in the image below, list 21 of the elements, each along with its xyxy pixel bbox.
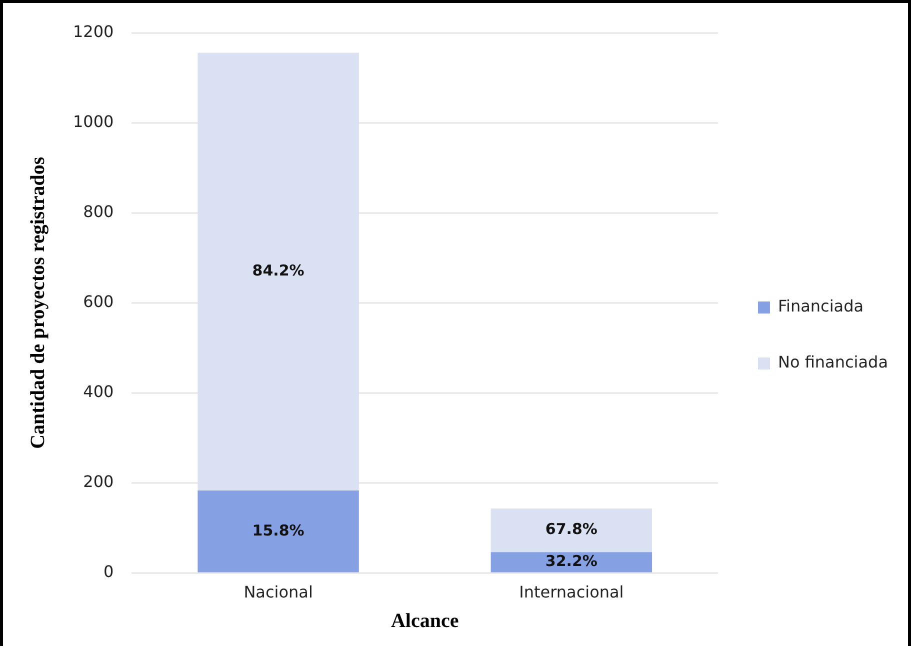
annotation: 15.8% — [252, 521, 304, 540]
y-tick-label: 1200 — [73, 22, 114, 42]
bar — [490, 552, 652, 572]
y-tick-label: 600 — [83, 292, 114, 312]
y-tick-label: 800 — [83, 202, 114, 222]
legend-label: No financiada — [778, 352, 888, 372]
bar — [198, 490, 359, 572]
y-tick-label: 1000 — [73, 112, 114, 132]
y-tick-label: 400 — [83, 382, 114, 402]
y-tick-label: 0 — [104, 562, 114, 581]
y-axis-title: Cantidad de proyectos registrados — [27, 156, 50, 449]
x-axis-title: Alcance — [390, 610, 459, 632]
bar — [198, 52, 359, 490]
annotation: 32.2% — [545, 552, 598, 570]
bar — [490, 508, 652, 552]
legend-label: Financiada — [778, 296, 864, 316]
x-tick-label: Nacional — [244, 582, 313, 602]
y-tick-label: 200 — [83, 472, 114, 491]
annotation: 67.8% — [545, 520, 598, 538]
annotation: 84.2% — [252, 262, 304, 280]
x-tick-label: Internacional — [519, 582, 624, 602]
